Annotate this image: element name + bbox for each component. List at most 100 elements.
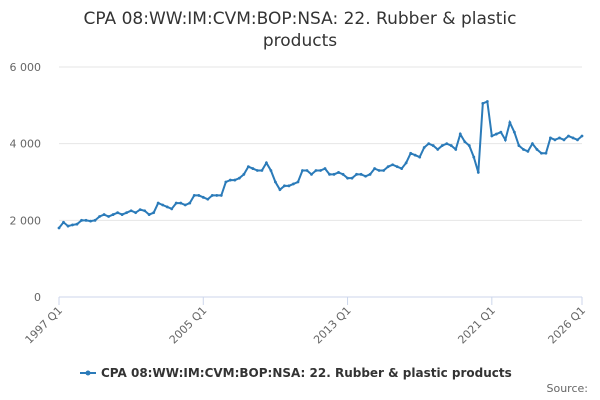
point bbox=[458, 132, 462, 136]
point bbox=[373, 167, 377, 170]
point bbox=[129, 209, 133, 213]
point bbox=[287, 184, 291, 188]
point bbox=[305, 169, 309, 172]
point bbox=[431, 144, 435, 147]
point bbox=[219, 194, 223, 197]
point bbox=[382, 169, 386, 172]
point bbox=[170, 207, 174, 211]
point bbox=[251, 167, 255, 170]
point bbox=[206, 197, 210, 201]
point bbox=[558, 136, 561, 140]
point bbox=[526, 149, 530, 153]
point bbox=[364, 174, 367, 178]
point bbox=[476, 171, 480, 174]
point bbox=[540, 151, 543, 155]
point bbox=[269, 169, 273, 172]
point bbox=[228, 178, 232, 182]
point bbox=[472, 155, 476, 159]
point bbox=[116, 211, 120, 215]
point bbox=[350, 176, 354, 180]
point bbox=[400, 167, 404, 170]
point bbox=[165, 205, 169, 209]
point bbox=[179, 201, 183, 205]
legend-marker bbox=[85, 370, 91, 376]
point bbox=[292, 182, 295, 186]
chart-title: CPA 08:WW:IM:CVM:BOP:NSA: 22. Rubber & p… bbox=[83, 9, 517, 51]
point bbox=[553, 138, 557, 142]
point bbox=[80, 218, 83, 222]
point bbox=[323, 167, 327, 170]
point bbox=[62, 220, 65, 224]
point bbox=[152, 211, 156, 215]
point bbox=[143, 209, 147, 213]
point bbox=[359, 172, 363, 176]
point bbox=[102, 213, 106, 216]
point bbox=[454, 148, 458, 151]
point bbox=[377, 169, 381, 172]
point bbox=[521, 148, 525, 151]
point bbox=[278, 188, 282, 192]
point bbox=[174, 201, 178, 205]
point bbox=[549, 136, 552, 140]
point bbox=[562, 138, 566, 142]
point bbox=[111, 213, 115, 216]
point bbox=[183, 203, 187, 207]
x-tick-label: 2013 Q1 bbox=[311, 304, 354, 347]
point bbox=[224, 180, 228, 184]
point bbox=[571, 136, 575, 140]
point bbox=[485, 100, 489, 103]
y-tick-label: 2 000 bbox=[10, 214, 42, 227]
point bbox=[274, 180, 277, 184]
point bbox=[508, 121, 512, 124]
point bbox=[283, 184, 286, 188]
point bbox=[314, 169, 318, 172]
point bbox=[301, 169, 304, 172]
x-tick-label: 2026 Q1 bbox=[546, 304, 589, 347]
x-tick-label: 2005 Q1 bbox=[167, 304, 210, 347]
point bbox=[107, 215, 110, 218]
point bbox=[192, 194, 196, 197]
point bbox=[535, 148, 539, 151]
point bbox=[386, 165, 390, 169]
point bbox=[296, 180, 300, 184]
point bbox=[427, 142, 431, 146]
point bbox=[355, 172, 358, 176]
point bbox=[161, 203, 165, 207]
point bbox=[422, 146, 426, 149]
point bbox=[237, 176, 241, 180]
point bbox=[197, 194, 201, 197]
point bbox=[512, 130, 516, 134]
point bbox=[120, 213, 124, 216]
point bbox=[404, 161, 408, 165]
point bbox=[481, 102, 485, 105]
point bbox=[544, 151, 548, 155]
point bbox=[246, 165, 250, 169]
point bbox=[413, 153, 417, 157]
point bbox=[57, 226, 61, 230]
point bbox=[255, 169, 259, 172]
point bbox=[89, 219, 92, 223]
point bbox=[210, 194, 214, 197]
point bbox=[260, 169, 264, 172]
source: Source: bbox=[547, 382, 589, 395]
point bbox=[418, 155, 422, 159]
point bbox=[98, 215, 101, 218]
point bbox=[138, 208, 142, 212]
point bbox=[341, 172, 345, 176]
point bbox=[445, 142, 449, 146]
point bbox=[449, 144, 453, 147]
point bbox=[576, 138, 579, 142]
x-tick-label: 2021 Q1 bbox=[455, 304, 498, 347]
point bbox=[494, 132, 498, 136]
point bbox=[409, 151, 413, 155]
point bbox=[156, 201, 160, 205]
point bbox=[215, 194, 219, 197]
point bbox=[467, 144, 471, 147]
point bbox=[201, 195, 205, 199]
point bbox=[332, 172, 336, 176]
point bbox=[337, 171, 340, 174]
point bbox=[503, 138, 507, 142]
point bbox=[499, 130, 503, 134]
